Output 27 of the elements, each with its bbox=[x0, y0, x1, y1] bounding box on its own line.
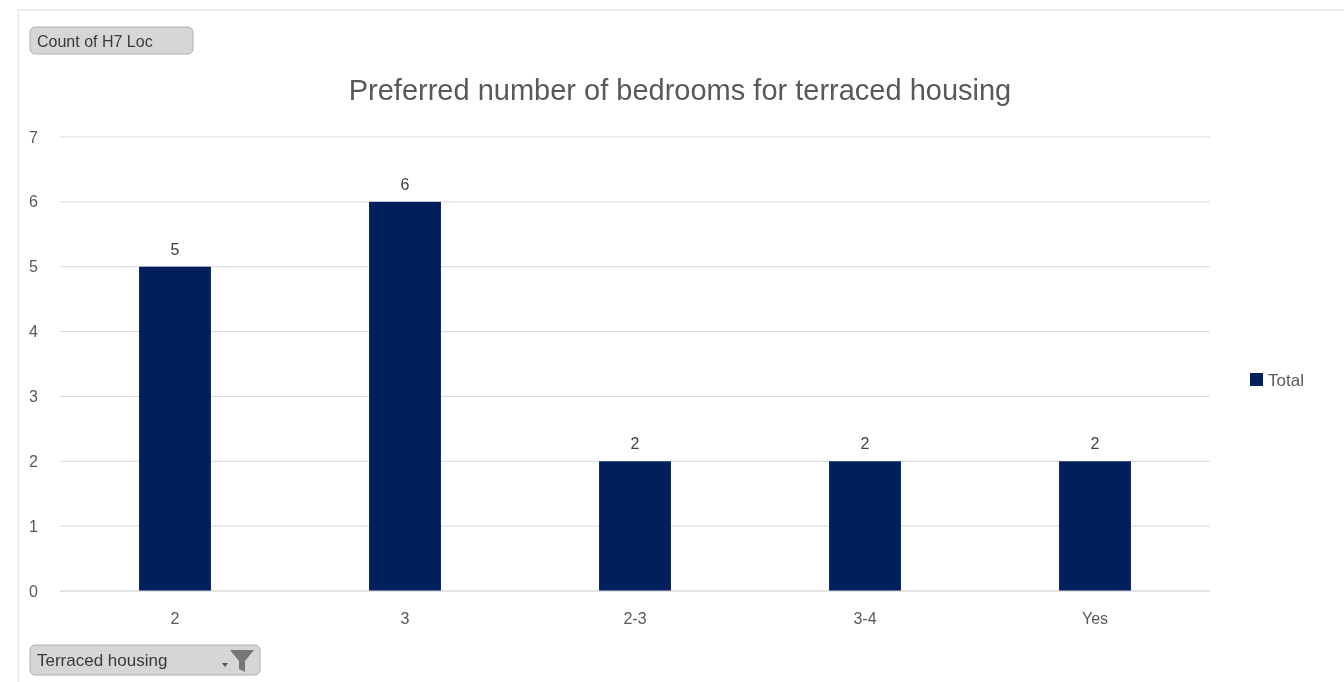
x-tick-label: 2 bbox=[170, 610, 180, 627]
x-tick-label: 3-4 bbox=[853, 610, 877, 627]
chart-title: Preferred number of bedrooms for terraced housing bbox=[348, 74, 1012, 106]
data-label: 2 bbox=[1090, 435, 1100, 453]
y-tick-label: 5 bbox=[29, 258, 39, 276]
y-tick-label: 1 bbox=[29, 517, 39, 535]
data-label: 2 bbox=[630, 435, 640, 453]
x-tick-label: 3 bbox=[400, 610, 410, 627]
x-tick-label: 2-3 bbox=[623, 610, 647, 627]
bar bbox=[599, 461, 671, 591]
y-tick-label: 2 bbox=[29, 452, 39, 470]
x-tick-label: Yes bbox=[1081, 610, 1109, 627]
text: Terraced housing bbox=[37, 650, 168, 670]
data-label: 5 bbox=[170, 240, 180, 258]
y-tick-label: 6 bbox=[29, 193, 39, 211]
y-tick-label: 0 bbox=[29, 582, 39, 600]
data-label: 2 bbox=[860, 435, 870, 453]
bar bbox=[829, 461, 901, 591]
bar bbox=[369, 201, 441, 591]
bar bbox=[139, 266, 211, 591]
y-tick-label: 4 bbox=[29, 323, 39, 341]
data-label: 6 bbox=[400, 175, 410, 193]
y-tick-label: 7 bbox=[29, 128, 39, 146]
y-tick-label: 3 bbox=[29, 388, 39, 406]
bar bbox=[1059, 461, 1131, 591]
legend-label: Total bbox=[1268, 370, 1304, 390]
text: Count of H7 Loc bbox=[37, 32, 153, 50]
